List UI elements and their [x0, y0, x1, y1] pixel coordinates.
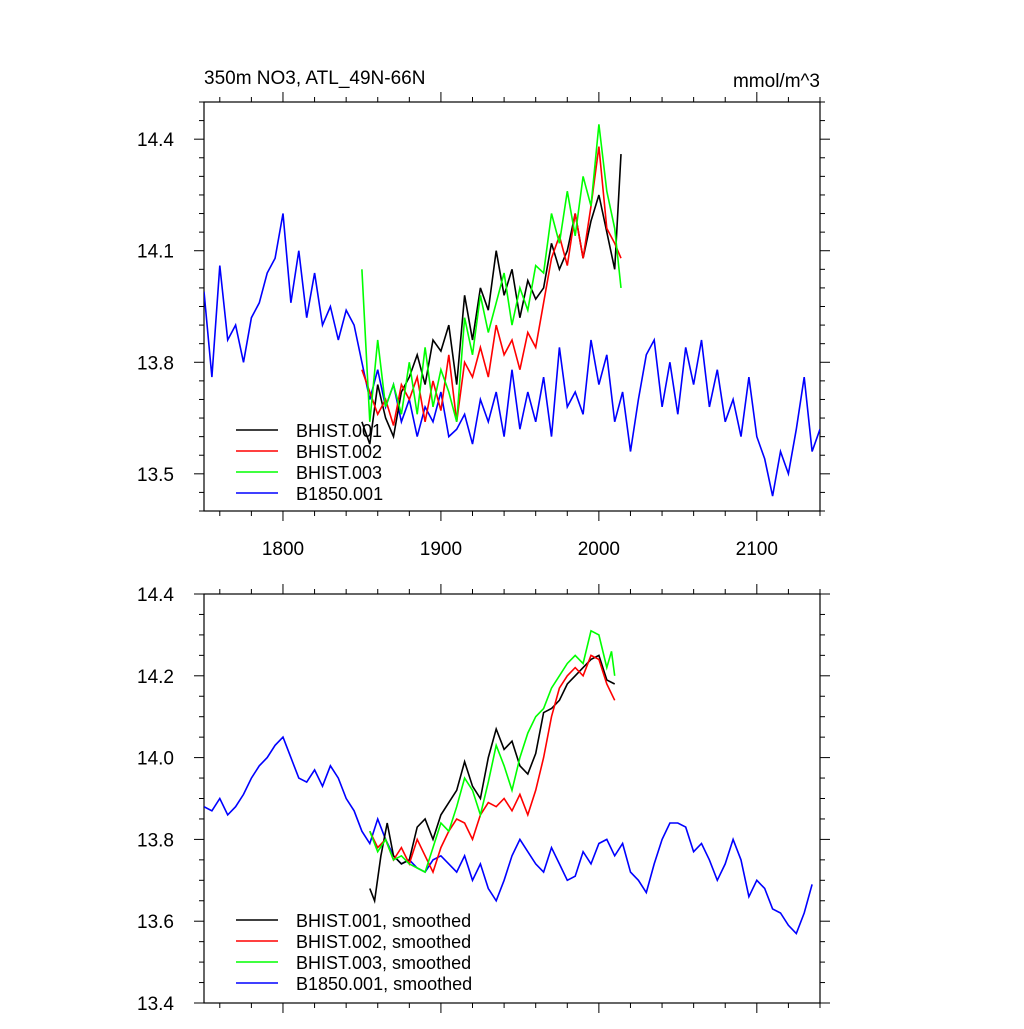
bottom-panel: 13.4 13.6 13.8 14.0 14.2 14.4 BHIST.001, smoot…: [137, 584, 830, 1015]
series-line-2: [369, 629, 616, 874]
series-line-1: [369, 654, 616, 875]
y-tick-label: 14.1: [137, 242, 174, 263]
legend-label: BHIST.003, smoothed: [296, 953, 471, 973]
legend-label: BHIST.002, smoothed: [296, 932, 471, 952]
series-line-2: [361, 124, 622, 423]
series-line-3: [204, 735, 813, 935]
x-tick-label: 1900: [420, 539, 462, 560]
y-tick-label: 14.2: [137, 667, 174, 688]
y-tick-label: 13.8: [137, 353, 174, 374]
legend-label: BHIST.003: [296, 463, 382, 483]
y-tick-label: 14.4: [137, 585, 174, 606]
chart-units: mmol/m^3: [733, 71, 820, 92]
legend-label: BHIST.001, smoothed: [296, 911, 471, 931]
top-panel: 13.5 13.8 14.1 14.4 1800 1900 2000 2100 BHIST.00…: [137, 92, 830, 560]
series-line-3: [204, 213, 820, 497]
y-tick-label: 14.0: [137, 749, 174, 770]
x-tick-label: 2000: [578, 539, 620, 560]
legend-label: BHIST.001: [296, 421, 382, 441]
y-tick-label: 14.4: [137, 130, 174, 151]
series-line-0: [369, 654, 616, 904]
y-tick-label: 13.8: [137, 830, 174, 851]
y-tick-label: 13.4: [137, 994, 174, 1015]
chart-title: 350m NO3, ATL_49N-66N: [204, 68, 425, 89]
legend-label: B1850.001: [296, 484, 383, 504]
x-tick-label: 1800: [262, 539, 304, 560]
series-line-0: [361, 154, 622, 445]
legend-label: BHIST.002: [296, 442, 382, 462]
y-tick-label: 13.5: [137, 465, 174, 486]
y-tick-label: 13.6: [137, 912, 174, 933]
legend-label: B1850.001, smoothed: [296, 974, 472, 994]
x-tick-label: 2100: [736, 539, 778, 560]
